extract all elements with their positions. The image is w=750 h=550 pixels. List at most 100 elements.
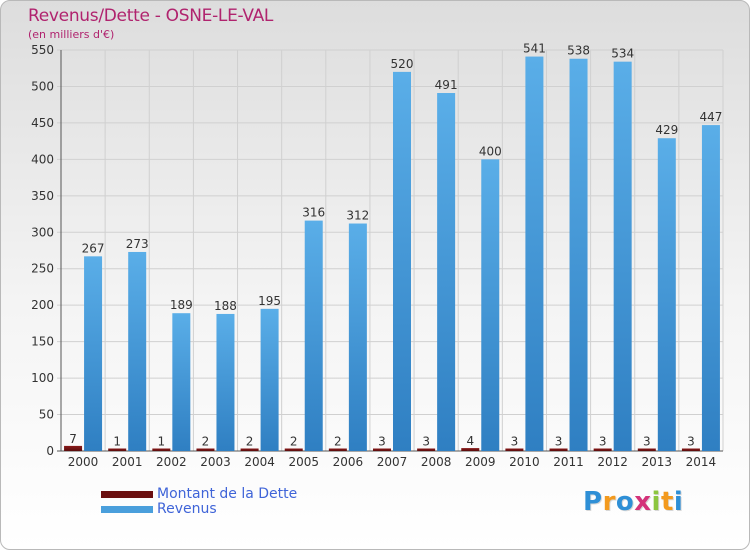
data-label-revenus: 447 — [699, 110, 722, 124]
bar-revenus — [701, 125, 720, 451]
legend-swatch-revenus — [101, 506, 153, 513]
data-label-dette: 4 — [466, 434, 474, 448]
bar-revenus — [304, 220, 323, 451]
data-label-revenus: 541 — [523, 42, 546, 56]
data-label-revenus: 429 — [655, 123, 678, 137]
bar-revenus — [569, 58, 588, 452]
logo-letter: t — [660, 487, 674, 517]
data-label-dette: 3 — [378, 435, 386, 449]
bar-dette — [196, 448, 215, 451]
x-tick-label: 2011 — [553, 455, 584, 469]
bar-dette — [417, 448, 436, 451]
x-tick-label: 2005 — [288, 455, 319, 469]
bar-revenus — [216, 313, 235, 451]
bar-dette — [152, 448, 171, 451]
x-tick-label: 2013 — [642, 455, 673, 469]
data-label-dette: 2 — [202, 435, 210, 449]
bar-revenus — [393, 71, 411, 451]
data-label-revenus: 195 — [258, 294, 281, 308]
data-label-revenus: 267 — [82, 241, 105, 255]
x-tick-label: 2003 — [200, 455, 231, 469]
x-tick-label: 2006 — [333, 455, 364, 469]
x-tick-label: 2009 — [465, 455, 496, 469]
bar-revenus — [348, 223, 367, 451]
data-label-dette: 2 — [246, 435, 254, 449]
logo-letter: i — [673, 487, 684, 517]
bar-revenus — [613, 61, 632, 451]
y-tick-label: 50 — [39, 408, 54, 422]
y-tick-label: 250 — [31, 262, 54, 276]
bar-revenus — [84, 256, 103, 451]
logo-letter: x — [634, 487, 652, 517]
data-label-dette: 3 — [599, 435, 607, 449]
x-tick-label: 2008 — [421, 455, 452, 469]
data-label-dette: 2 — [290, 435, 298, 449]
y-tick-label: 200 — [31, 298, 54, 312]
bar-revenus — [128, 251, 147, 451]
data-label-dette: 3 — [687, 435, 695, 449]
logo-letter: P — [583, 487, 603, 517]
y-tick-label: 0 — [46, 444, 54, 458]
bar-revenus — [437, 93, 456, 452]
data-label-dette: 3 — [643, 435, 651, 449]
logo-letter: i — [651, 487, 661, 517]
bar-dette — [681, 448, 700, 451]
bar-dette — [593, 448, 612, 451]
data-label-revenus: 520 — [391, 57, 414, 71]
data-label-revenus: 491 — [435, 78, 458, 92]
x-tick-label: 2002 — [156, 455, 187, 469]
bar-dette — [505, 448, 524, 451]
x-tick-label: 2001 — [112, 455, 143, 469]
bars — [64, 56, 720, 452]
chart-title: Revenus/Dette - OSNE-LE-VAL — [28, 6, 274, 26]
logo-letter: o — [615, 487, 635, 517]
data-label-dette: 1 — [158, 435, 166, 449]
x-tick-label: 2007 — [377, 455, 408, 469]
bar-dette — [461, 448, 480, 451]
y-tick-label: 400 — [31, 152, 54, 166]
x-tick-label: 2004 — [244, 455, 275, 469]
legend-label-dette: Montant de la Dette — [157, 486, 298, 502]
data-label-revenus: 316 — [302, 206, 325, 220]
bar-revenus — [260, 308, 279, 451]
data-label-dette: 3 — [511, 435, 519, 449]
bar-dette — [373, 448, 391, 451]
data-label-dette: 2 — [334, 435, 342, 449]
x-tick-label: 2014 — [686, 455, 717, 469]
y-tick-label: 500 — [31, 79, 54, 93]
data-label-revenus: 189 — [170, 298, 193, 312]
y-tick-label: 350 — [31, 189, 54, 203]
bar-dette — [64, 445, 83, 451]
data-label-dette: 1 — [113, 435, 121, 449]
bar-dette — [108, 448, 127, 451]
axes: 0 50 100 150 200 250 300 350 400 450 500 550 2000 200… — [31, 43, 723, 469]
x-tick-label: 2012 — [597, 455, 628, 469]
logo-letter: r — [602, 487, 616, 517]
data-label-dette: 3 — [555, 435, 563, 449]
y-tick-label: 450 — [31, 116, 54, 130]
bar-dette — [328, 448, 347, 451]
proxiti-logo: Proxiti — [583, 487, 683, 517]
y-tick-label: 550 — [31, 43, 54, 57]
bar-dette — [284, 448, 303, 451]
x-tick-label: 2010 — [509, 455, 540, 469]
bar-dette — [637, 448, 656, 451]
bar-revenus — [657, 138, 676, 451]
data-label-dette: 7 — [69, 432, 77, 446]
chart-subtitle: (en milliers d'€) — [28, 28, 115, 41]
gridlines — [57, 49, 724, 452]
data-label-revenus: 538 — [567, 44, 590, 58]
data-label-revenus: 273 — [126, 237, 149, 251]
legend-label-revenus: Revenus — [157, 501, 217, 517]
bar-revenus — [525, 56, 544, 451]
y-tick-label: 100 — [31, 371, 54, 385]
bar-revenus — [481, 159, 500, 451]
y-tick-label: 300 — [31, 225, 54, 239]
legend-swatch-dette — [101, 491, 153, 498]
bar-dette — [549, 448, 568, 451]
data-label-dette: 3 — [422, 435, 430, 449]
data-label-revenus: 188 — [214, 299, 237, 313]
data-labels: 7 267 1 273 1 189 2 188 2 195 2 316 2 312 3 520 3 491 4 400… — [69, 42, 722, 449]
